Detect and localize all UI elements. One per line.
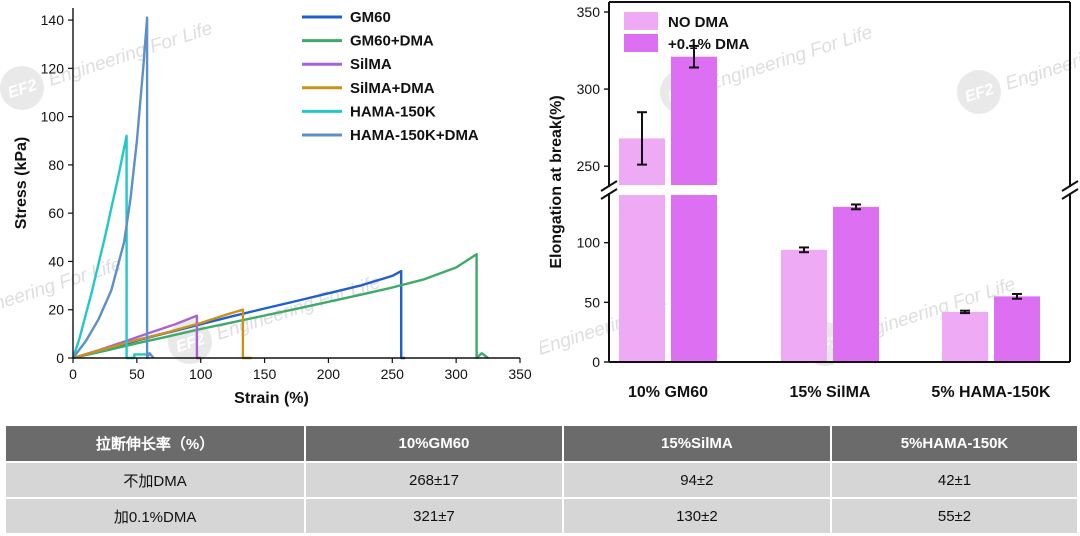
- table-header-row: 拉断伸长率（%） 10%GM60 15%SilMA 5%HAMA-150K: [6, 426, 1077, 463]
- table-cell: 94±2: [563, 463, 833, 499]
- series-line-1: [72, 252, 489, 360]
- y-tick-label: 20: [48, 302, 64, 318]
- table-row: 不加DMA 268±17 94±2 42±1: [6, 463, 1077, 499]
- legend-label: GM60+DMA: [350, 33, 434, 50]
- legend-label: HAMA-150K: [350, 103, 436, 120]
- watermark-text: Engineering For Life: [706, 22, 875, 95]
- y-tick-label: 250: [577, 158, 601, 174]
- table-header-cell: 10%GM60: [306, 426, 564, 463]
- watermark-text: Engineering For Life: [1003, 22, 1080, 95]
- y-tick-label: 80: [48, 157, 64, 173]
- y-tick-label: 0: [56, 350, 64, 366]
- watermark-logo-icon: [0, 66, 44, 110]
- legend-label: SilMA+DMA: [350, 80, 435, 97]
- table-cell: 321±7: [306, 499, 564, 535]
- legend-label: HAMA-150K+DMA: [350, 127, 479, 144]
- axis-break-gap: [610, 185, 1069, 195]
- axis-break-mark: [600, 180, 618, 192]
- x-tick-label: 200: [317, 366, 341, 382]
- x-axis-title: Strain (%): [234, 390, 309, 407]
- y-tick-label: 100: [577, 235, 601, 251]
- axis-break-mark: [1061, 180, 1079, 192]
- y-tick-label: 100: [41, 109, 65, 125]
- legend: NO DMA +0.1% DMA: [624, 12, 749, 53]
- x-tick-label: 100: [189, 366, 213, 382]
- category-label: 10% GM60: [628, 384, 708, 401]
- y-axis-title: Elongation at break(%): [548, 95, 565, 268]
- table-header-cell: 15%SilMA: [563, 426, 833, 463]
- legend-label: NO DMA: [668, 14, 729, 31]
- category-label: 5% HAMA-150K: [931, 384, 1051, 401]
- x-tick-label: 300: [444, 366, 468, 382]
- y-tick-label: 140: [41, 12, 65, 28]
- bars: [610, 44, 1069, 362]
- table-cell: 不加DMA: [6, 463, 307, 499]
- series-line-3: [72, 308, 252, 360]
- bar: [781, 249, 827, 362]
- y-tick-label: 50: [584, 294, 600, 310]
- category-label: 15% SilMA: [790, 384, 871, 401]
- y-tick-label: 60: [48, 205, 64, 221]
- axis-break-mark: [1061, 188, 1079, 200]
- y-axis-title: Stress (kPa): [13, 137, 30, 230]
- bar: [833, 206, 879, 362]
- legend-swatch: [624, 12, 658, 30]
- legend: GM60 GM60+DMA SilMA SilMA+DMA HAMA-150K HAMA-…: [302, 9, 479, 144]
- elongation-summary-table: 拉断伸长率（%） 10%GM60 15%SilMA 5%HAMA-150K 不加…: [6, 426, 1077, 535]
- legend-label: +0.1% DMA: [668, 36, 749, 53]
- legend-swatch: [624, 34, 658, 52]
- bar: [994, 296, 1040, 362]
- x-tick-label: 150: [253, 366, 277, 382]
- watermark-logo-icon: [957, 70, 1001, 114]
- series-line-4: [71, 134, 150, 360]
- table-cell: 加0.1%DMA: [6, 499, 307, 535]
- series-line-5: [72, 16, 155, 360]
- y-tick-label: 40: [48, 253, 64, 269]
- x-tick-label: 350: [508, 366, 532, 382]
- y-tick-label: 350: [577, 4, 601, 20]
- bar: [671, 183, 717, 362]
- axes: 0 50 100 250 300 350 10% GM60 15% SilMA 5% HAMA-…: [548, 1, 1079, 401]
- table-row: 加0.1%DMA 321±7 130±2 55±2: [6, 499, 1077, 535]
- bar: [942, 311, 988, 362]
- table-cell: 55±2: [832, 499, 1077, 535]
- table-cell: 42±1: [832, 463, 1077, 499]
- table-header-cell: 拉断伸长率（%）: [6, 426, 307, 463]
- axis-break-mark: [600, 188, 618, 200]
- bar: [619, 183, 665, 362]
- table-header-cell: 5%HAMA-150K: [832, 426, 1077, 463]
- table-cell: 130±2: [563, 499, 833, 535]
- bar: [671, 56, 717, 198]
- x-tick-label: 50: [129, 366, 145, 382]
- x-tick-label: 250: [381, 366, 405, 382]
- y-tick-label: 0: [592, 354, 600, 370]
- legend-label: SilMA: [350, 56, 392, 73]
- legend-label: GM60: [350, 9, 391, 26]
- table-cell: 268±17: [306, 463, 564, 499]
- y-tick-label: 120: [41, 60, 65, 76]
- watermark-text: Engineering For Life: [46, 18, 215, 91]
- x-tick-label: 0: [69, 366, 77, 382]
- y-tick-label: 300: [577, 81, 601, 97]
- axes: 0 50 100 150 200 250 300 350 0 20 40 60 80 100 120 140 S…: [13, 8, 532, 407]
